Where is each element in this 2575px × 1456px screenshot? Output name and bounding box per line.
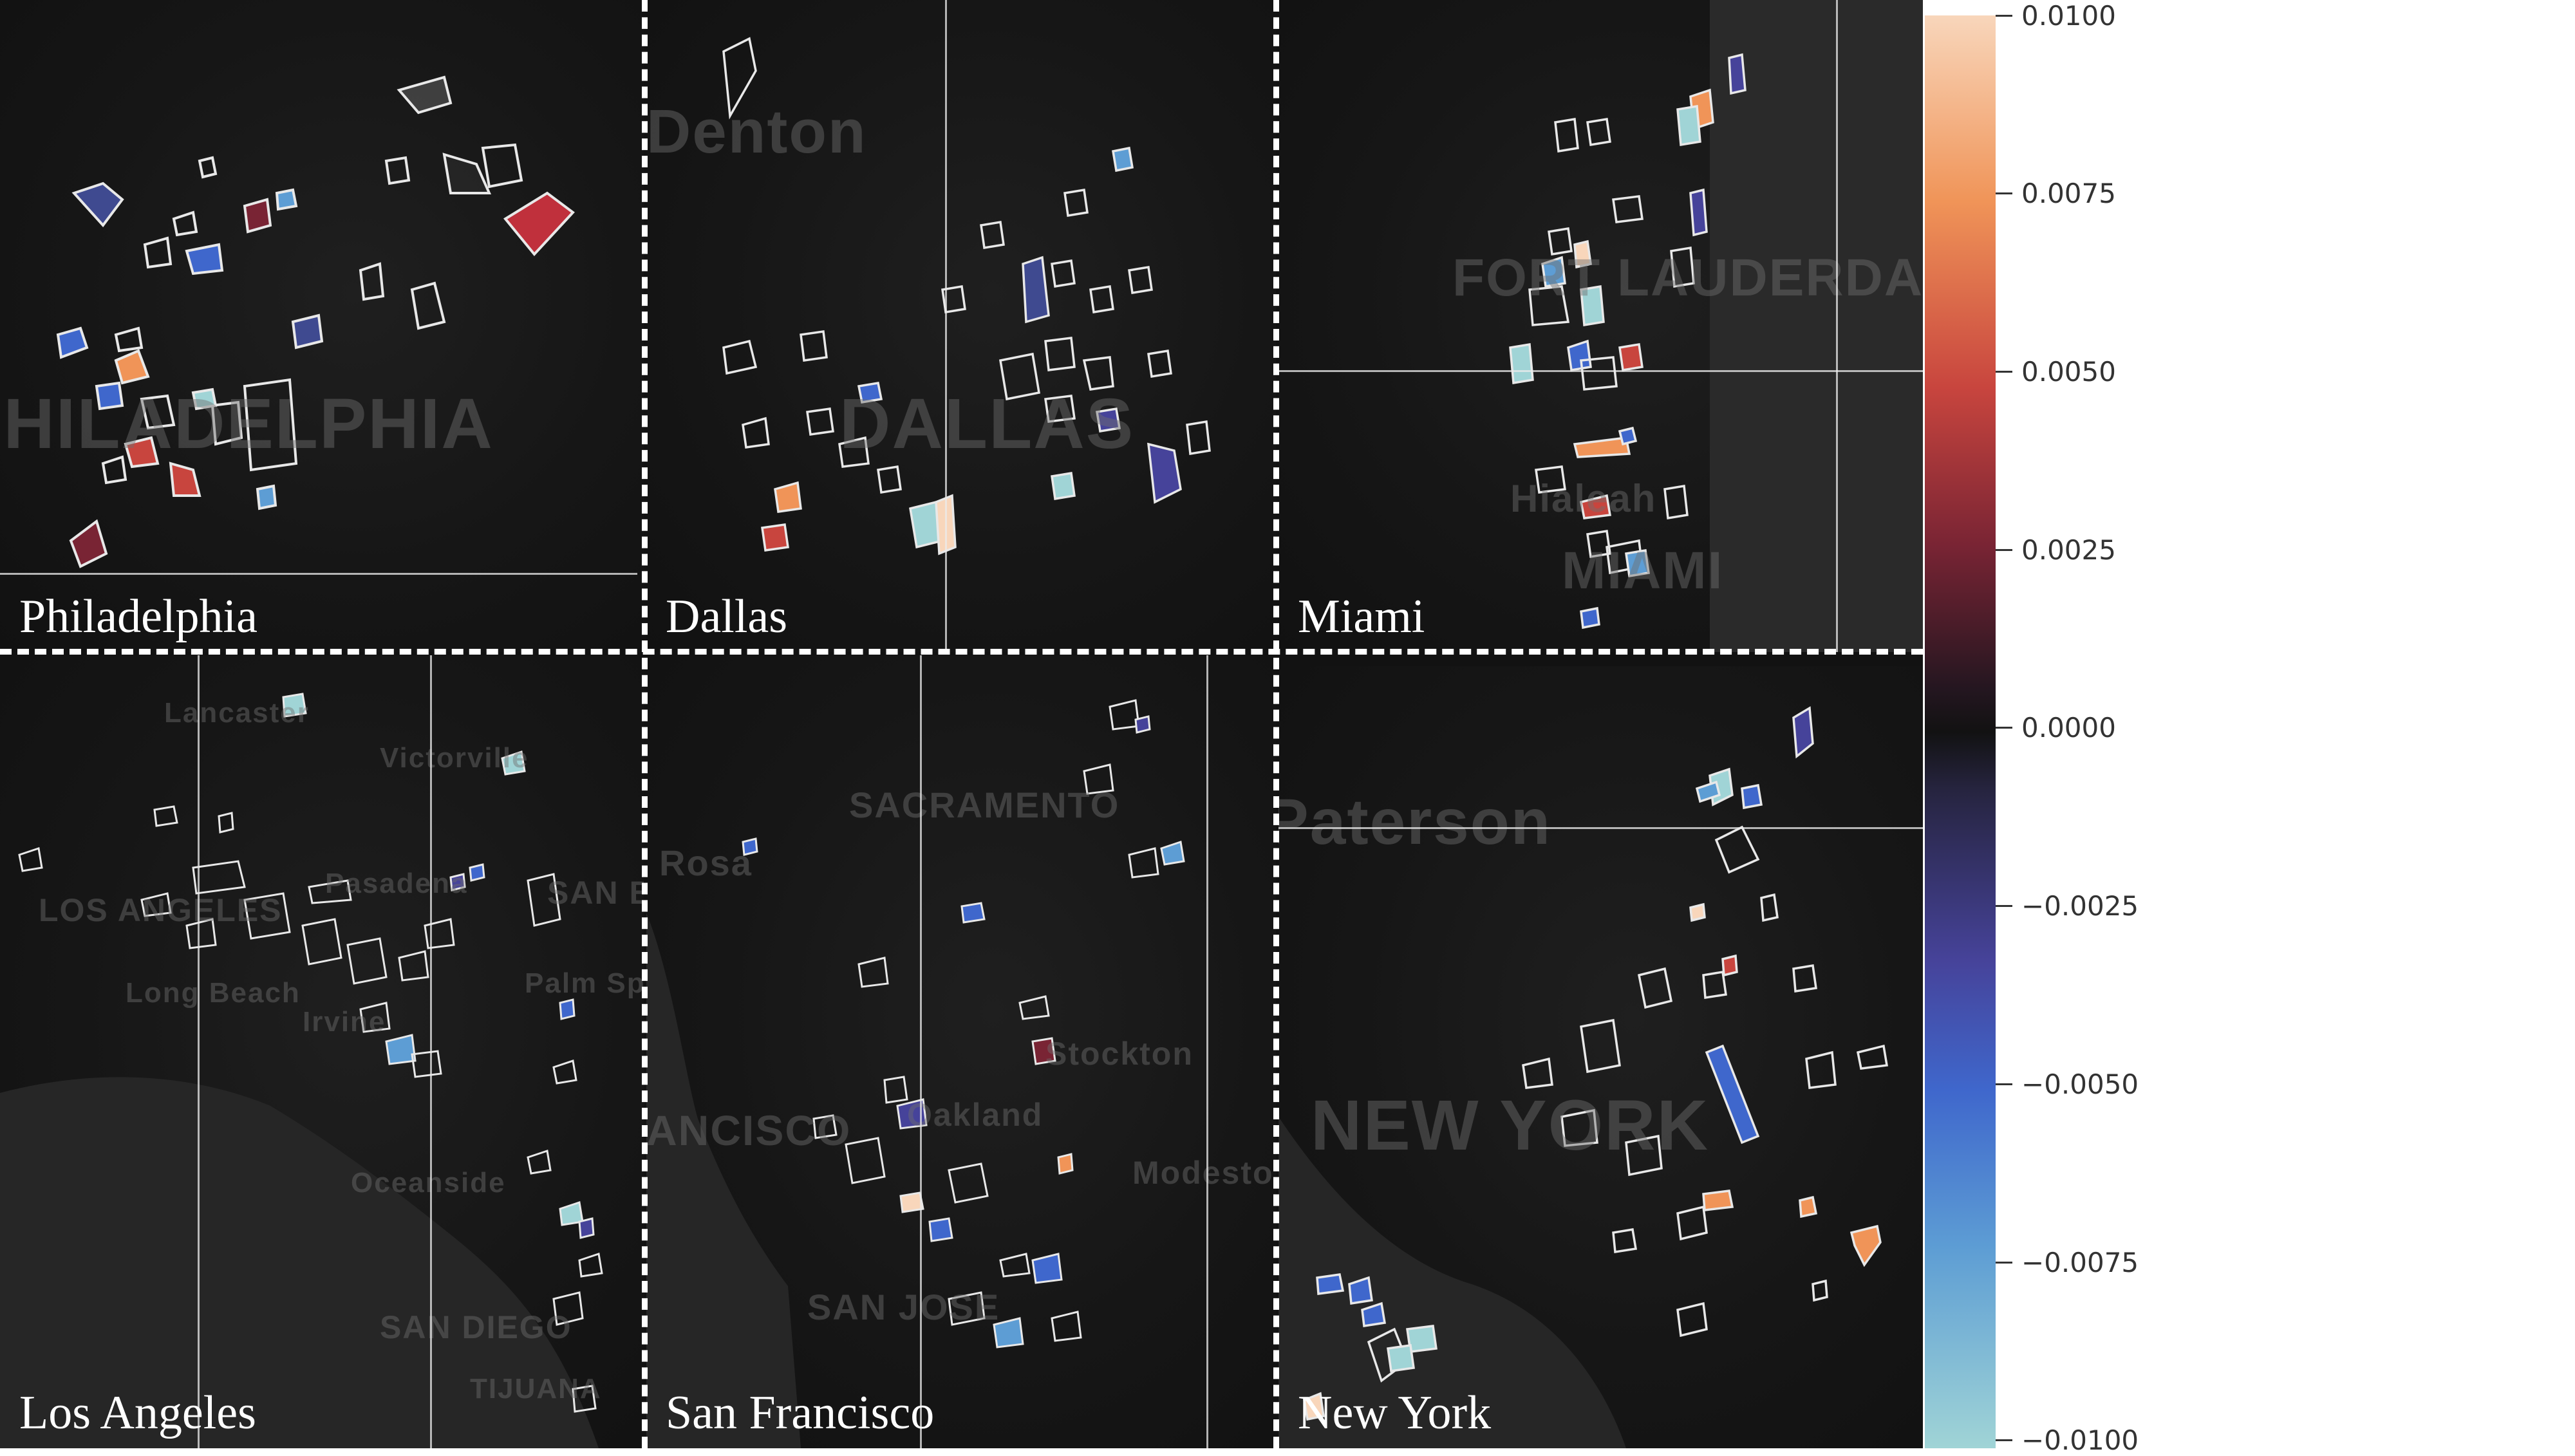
colorbar	[1925, 15, 1996, 1448]
city-label-miami: Miami	[1298, 590, 1425, 643]
tick-mark	[1996, 905, 2012, 907]
tick-label: 0.0025	[2021, 534, 2116, 566]
place-label: SAN DIEGO	[380, 1309, 572, 1345]
los-angeles-map	[0, 693, 603, 1448]
panel-divider-vertical	[642, 0, 648, 1448]
city-label-dallas: Dallas	[666, 590, 788, 643]
tick-label: −0.0050	[2021, 1069, 2139, 1100]
ocean-area	[1710, 0, 1923, 652]
place-label: SAN B	[547, 875, 644, 911]
place-label: Palm Sp	[525, 967, 644, 999]
city-label-philadelphia: Philadelphia	[19, 590, 258, 643]
place-label: ANCISCO	[646, 1106, 852, 1154]
panel-philadelphia: PHILADELPHIA Philadelphia	[0, 0, 644, 652]
map-grid: PHILADELPHIA Philadelphia	[0, 0, 1923, 1448]
panel-los-angeles: Lancaster Victorville LOS ANGELES Pasade…	[0, 655, 644, 1448]
tick-mark	[1996, 1439, 2012, 1441]
tick-mark	[1996, 549, 2012, 551]
place-label: Pasadena	[325, 868, 468, 899]
place-label: Long Beach	[126, 977, 301, 1009]
tick-label: −0.0075	[2021, 1247, 2139, 1278]
tick-label: 0.0050	[2021, 356, 2116, 387]
place-label: PHILADELPHIA	[0, 384, 494, 463]
crosshair-horizontal	[0, 573, 637, 575]
city-label-los-angeles: Los Angeles	[19, 1386, 256, 1439]
place-label: Victorville	[380, 742, 529, 774]
place-label: TIJUANA	[470, 1373, 602, 1405]
dallas-map	[722, 37, 1211, 555]
new-york-map	[1278, 706, 1889, 1448]
place-label: Rosa	[659, 843, 753, 883]
crosshair-vertical	[430, 655, 432, 1448]
place-label: LOS ANGELES	[39, 892, 283, 928]
crosshair-vertical	[1206, 655, 1208, 1448]
water-area	[1278, 1117, 1626, 1448]
place-label: NEW YORK	[1311, 1086, 1710, 1165]
crosshair-horizontal	[1278, 827, 1923, 829]
place-label: Hialeah	[1510, 477, 1657, 520]
tick-label: −0.0025	[2021, 890, 2139, 922]
place-label: Stockton	[1045, 1036, 1194, 1072]
place-label: MIAMI	[1562, 541, 1724, 600]
place-label: Oceanside	[351, 1167, 506, 1199]
place-label: DALLAS	[839, 384, 1135, 463]
tick-mark	[1996, 371, 2012, 373]
tick-mark	[1996, 727, 2012, 729]
panel-new-york: Paterson NEW YORK New York	[1278, 666, 1923, 1448]
tick-label: −0.0100	[2021, 1424, 2139, 1456]
tick-mark	[1996, 1262, 2012, 1264]
philadelphia-map	[56, 75, 575, 568]
tick-mark	[1996, 192, 2012, 194]
crosshair-vertical	[945, 0, 947, 652]
city-label-new-york: New York	[1298, 1386, 1492, 1439]
san-francisco-map	[646, 699, 1185, 1448]
place-label: Oakland	[907, 1097, 1044, 1133]
crosshair-vertical	[920, 655, 922, 1448]
tick-mark	[1996, 15, 2012, 17]
tick-label: 0.0075	[2021, 178, 2116, 209]
tick-label: 0.0000	[2021, 712, 2116, 743]
place-label: Lancaster	[164, 697, 310, 729]
crosshair-vertical	[1836, 0, 1838, 652]
place-label: Denton	[646, 97, 867, 166]
place-label: SAN JOSE	[807, 1287, 1000, 1327]
crosshair-horizontal	[1278, 370, 1923, 372]
tick-label: 0.0100	[2021, 0, 2116, 32]
panel-dallas: Denton DALLAS Dallas	[646, 0, 1276, 652]
panel-divider-horizontal	[0, 649, 1923, 655]
place-label: FORT LAUDERDALE	[1452, 248, 1923, 307]
ocean-area	[646, 913, 801, 1448]
place-label: Paterson	[1278, 786, 1551, 858]
panel-san-francisco: SACRAMENTO Rosa Stockton ANCISCO Oakland…	[646, 655, 1276, 1448]
miami-map	[1509, 0, 1923, 652]
panel-miami: FORT LAUDERDALE Hialeah MIAMI Miami	[1278, 0, 1923, 652]
place-label: SACRAMENTO	[849, 785, 1120, 825]
place-label: Irvine	[303, 1006, 386, 1038]
ocean-area	[0, 1077, 599, 1448]
tick-mark	[1996, 1083, 2012, 1085]
crosshair-vertical	[198, 655, 200, 1448]
place-label: Modesto	[1132, 1155, 1274, 1191]
panel-divider-vertical	[1273, 0, 1279, 1448]
city-label-san-francisco: San Francisco	[666, 1386, 935, 1439]
